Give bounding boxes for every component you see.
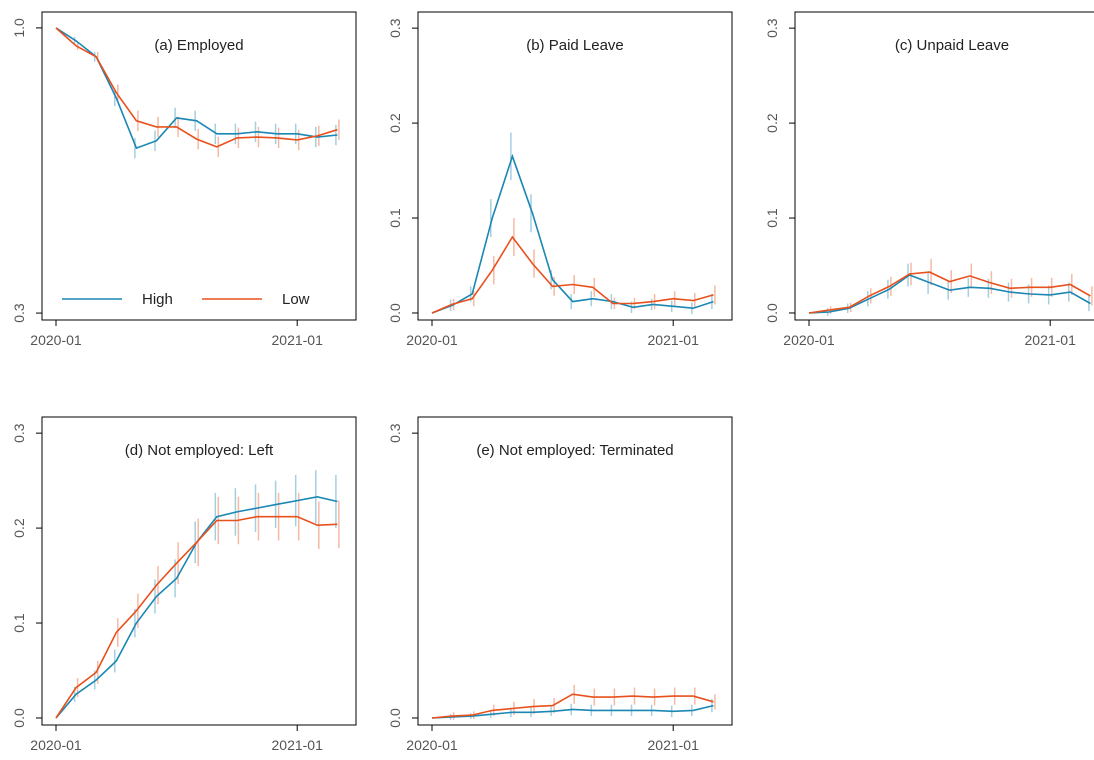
x-tick-label: 2020-01 [30,332,82,348]
y-tick-label: 0.2 [11,518,27,538]
y-tick-label: 1.0 [11,18,27,38]
panel-title: (e) Not employed: Terminated [476,442,673,459]
y-tick-label: 0.0 [387,303,403,323]
x-tick-label: 2020-01 [406,332,458,348]
panel: (d) Not employed: Left 0.0 0.1 0.2 0.3 2020-0… [11,416,357,753]
panel: (a) Employed 0.3 1.0 2020-01 2021-01 High Low [11,11,357,348]
panel-title: (a) Employed [154,37,243,54]
series-line [55,27,338,150]
x-tick-label: 2021-01 [272,332,324,348]
series-line [431,704,714,719]
plot-frame [417,11,733,321]
y-tick-label: 0.1 [764,208,780,228]
panel-title: (b) Paid Leave [526,37,624,54]
panel: (e) Not employed: Terminated 0.0 0.3 2020-0… [387,416,733,753]
y-tick-label: 0.2 [387,113,403,133]
series-line [55,27,338,148]
series-line [55,515,338,719]
y-tick-label: 0.3 [387,18,403,38]
plot-frame [41,11,357,321]
y-tick-label: 0.1 [387,208,403,228]
y-tick-label: 0.3 [11,303,27,323]
panel: (c) Unpaid Leave 0.0 0.1 0.2 0.3 2020-01 2021-… [764,11,1094,348]
y-tick-label: 0.3 [764,18,780,38]
x-tick-label: 2021-01 [648,737,700,753]
plot-frame [794,11,1094,321]
x-tick-label: 2020-01 [30,737,82,753]
x-tick-label: 2021-01 [648,332,700,348]
series-line [431,153,714,314]
y-tick-label: 0.0 [11,708,27,728]
panel-title: (c) Unpaid Leave [895,37,1009,54]
panel: (b) Paid Leave 0.0 0.1 0.2 0.3 2020-01 2021-01 [387,11,733,348]
panel-title: (d) Not employed: Left [125,442,274,459]
y-tick-label: 0.3 [11,423,27,443]
series-line [431,235,714,314]
y-tick-label: 0.2 [764,113,780,133]
plot-frame [41,416,357,726]
plot-frame [417,416,733,726]
series-line [808,274,1091,314]
y-tick-label: 0.0 [387,708,403,728]
series-line [431,693,714,719]
y-tick-label: 0.3 [387,423,403,443]
y-tick-label: 0.0 [764,303,780,323]
legend-label: High [142,291,173,308]
x-tick-label: 2020-01 [406,737,458,753]
series-line [808,271,1091,314]
legend-label: Low [282,291,310,308]
x-tick-label: 2021-01 [1025,332,1077,348]
series-line [55,495,338,719]
x-tick-label: 2021-01 [272,737,324,753]
x-tick-label: 2020-01 [783,332,835,348]
y-tick-label: 0.1 [11,613,27,633]
